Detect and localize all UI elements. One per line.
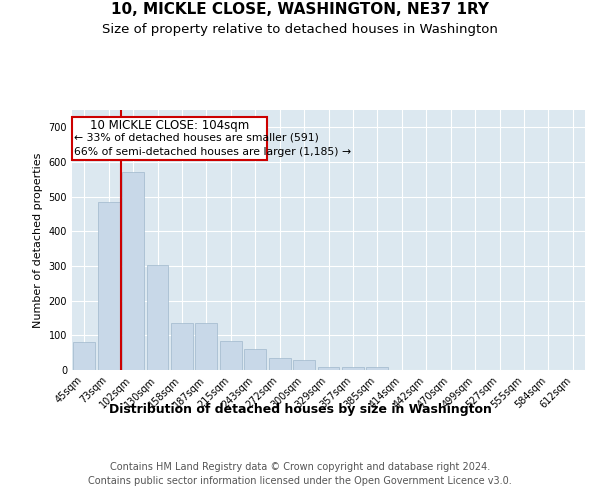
Bar [293,360,315,370]
Y-axis label: Number of detached properties: Number of detached properties [33,152,43,328]
Text: Contains public sector information licensed under the Open Government Licence v3: Contains public sector information licen… [88,476,512,486]
Text: 10 MICKLE CLOSE: 104sqm: 10 MICKLE CLOSE: 104sqm [90,120,250,132]
Text: ← 33% of detached houses are smaller (591): ← 33% of detached houses are smaller (59… [74,132,319,142]
Bar [122,172,144,370]
Bar [196,323,217,370]
Bar [244,348,266,370]
Bar [317,366,340,370]
Bar [98,202,119,370]
Bar [73,342,95,370]
Text: Distribution of detached houses by size in Washington: Distribution of detached houses by size … [109,402,491,415]
Bar [171,323,193,370]
Text: Size of property relative to detached houses in Washington: Size of property relative to detached ho… [102,22,498,36]
Bar [342,367,364,370]
Bar [220,340,242,370]
Text: Contains HM Land Registry data © Crown copyright and database right 2024.: Contains HM Land Registry data © Crown c… [110,462,490,472]
Bar [146,265,169,370]
Text: 10, MICKLE CLOSE, WASHINGTON, NE37 1RY: 10, MICKLE CLOSE, WASHINGTON, NE37 1RY [111,2,489,18]
Text: 66% of semi-detached houses are larger (1,185) →: 66% of semi-detached houses are larger (… [74,147,352,157]
Bar [367,366,388,370]
Bar [269,358,290,370]
